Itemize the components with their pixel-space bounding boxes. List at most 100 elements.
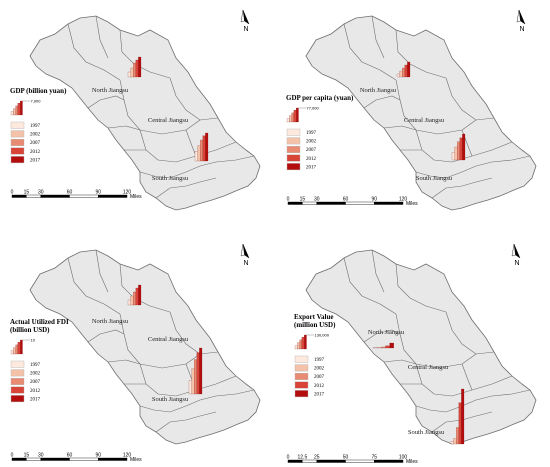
legend: Export Value(million USD) 130,000 1997 2002… <box>294 313 336 397</box>
legend-year-label: 2002 <box>306 140 317 145</box>
legend-max-label: 7,000 <box>31 99 42 104</box>
map-panel-gdp_per_capita: North Jiangsu Central Jiangsu South Jiangs… <box>286 9 537 211</box>
region-chart-north <box>127 56 142 78</box>
chart-bar-1997 <box>127 71 131 78</box>
scale-segment <box>98 194 128 198</box>
legend-swatch-2007 <box>10 377 25 385</box>
region-label-south: South Jiangsu <box>152 175 189 182</box>
legend-swatch-2007 <box>10 138 25 146</box>
chart-bar-2017 <box>462 133 466 161</box>
legend-swatch-2017 <box>286 163 301 171</box>
chart-bar-2007 <box>402 67 405 78</box>
legend-swatch-1997 <box>10 360 25 368</box>
scale-tick-label: 60 <box>67 190 73 196</box>
legend-swatch-2012 <box>294 381 309 389</box>
chart-bar-2012 <box>135 59 139 78</box>
legend-swatch-2007 <box>286 145 301 153</box>
legend-year-label: 2017 <box>30 158 41 163</box>
map-panel-fdi: North Jiangsu Central Jiangsu South Jiangs… <box>10 243 261 464</box>
scale-tick-label: 90 <box>371 197 377 203</box>
legend: Actual Utilized FDI(billion USD) 10 1997 20… <box>10 318 69 402</box>
north-label: N <box>514 260 519 267</box>
legend-year-label: 2002 <box>30 372 41 377</box>
legend-swatch-2012 <box>10 147 25 155</box>
scale-tick-label: 0 <box>11 190 14 196</box>
city-border <box>155 177 217 199</box>
legend-swatch-2017 <box>10 395 25 403</box>
chart-bar-2012 <box>385 345 390 349</box>
chart-bar-2007 <box>133 291 136 306</box>
legend: GDP (billion yuan) 7,000 1997 2002 2007 2012 2… <box>10 87 67 163</box>
legend-sample-bar <box>17 341 21 355</box>
region-label-central: Central Jiangsu <box>408 364 449 371</box>
scale-segment <box>40 457 70 461</box>
chart-bar-2002 <box>197 145 201 162</box>
region-chart-north <box>127 284 142 306</box>
legend-max-label: 10 <box>31 338 36 343</box>
province-outline <box>29 249 261 445</box>
scale-tick-label: 90 <box>95 453 101 459</box>
legend-sample-bar <box>20 339 23 355</box>
scale-tick-label: 50 <box>343 455 349 461</box>
scale-tick-label: 15 <box>24 453 30 459</box>
region-chart-north <box>372 342 394 349</box>
city-border <box>169 311 219 355</box>
region-label-central: Central Jiangsu <box>404 117 445 124</box>
map-panel-export: North Jiangsu Central Jiangsu South Jiangs… <box>287 243 537 466</box>
scale-segment <box>69 194 99 198</box>
chart-bar-2007 <box>457 141 460 161</box>
legend-max-label: 77,000 <box>307 106 320 111</box>
legend-year-label: 2007 <box>314 375 325 380</box>
city-border <box>383 119 477 135</box>
legend-swatch-2002 <box>10 130 25 138</box>
north-label: N <box>519 26 524 33</box>
scale-tick-label: 0 <box>11 453 14 459</box>
city-border <box>445 77 495 121</box>
chart-bar-2002 <box>130 67 134 78</box>
city-border <box>363 95 401 109</box>
city-border <box>415 155 531 179</box>
scale-tick-label: 120 <box>123 190 132 196</box>
legend-sample-bar <box>286 118 290 123</box>
legend-sample-bar <box>15 344 19 355</box>
chart-bar-2017 <box>389 342 394 349</box>
legend-swatch-1997 <box>286 128 301 136</box>
region-label-north: North Jiangsu <box>368 329 405 336</box>
chart-bar-1997 <box>451 152 455 161</box>
chart-bar-2002 <box>454 146 458 161</box>
city-border <box>139 389 255 413</box>
legend-sample-bar <box>289 115 292 123</box>
city-border <box>415 389 531 413</box>
city-border <box>107 119 201 135</box>
scale-tick-label: 12.5 <box>298 455 308 461</box>
legend-year-label: 2012 <box>306 157 317 162</box>
region-chart-central <box>188 347 203 395</box>
city-border <box>383 353 477 369</box>
scale-segment <box>98 457 128 461</box>
chart-bar-2007 <box>200 139 203 162</box>
legend: GDP per capita (yuan) 77,000 1997 2002 2007 2… <box>286 94 354 170</box>
legend-sample-bar <box>10 350 14 355</box>
scale-tick-label: 25 <box>314 455 320 461</box>
legend-title: GDP per capita (yuan) <box>286 94 354 102</box>
chart-bar-2007 <box>456 427 459 445</box>
legend-sample-bar <box>296 107 299 123</box>
legend-swatch-1997 <box>294 355 309 363</box>
chart-bar-1997 <box>194 151 198 162</box>
city-border <box>363 329 401 343</box>
scale-segment <box>345 201 375 205</box>
legend-year-label: 2017 <box>314 392 325 397</box>
chart-bar-2002 <box>191 368 195 395</box>
province-outline <box>29 15 261 211</box>
chart-bar-2017 <box>461 388 465 445</box>
chart-bar-2002 <box>130 295 134 306</box>
legend-swatch-2017 <box>294 390 309 398</box>
legend-swatch-2002 <box>294 364 309 372</box>
legend-max-label: 130,000 <box>315 333 330 338</box>
city-border <box>67 257 121 315</box>
chart-bar-2012 <box>135 287 139 306</box>
